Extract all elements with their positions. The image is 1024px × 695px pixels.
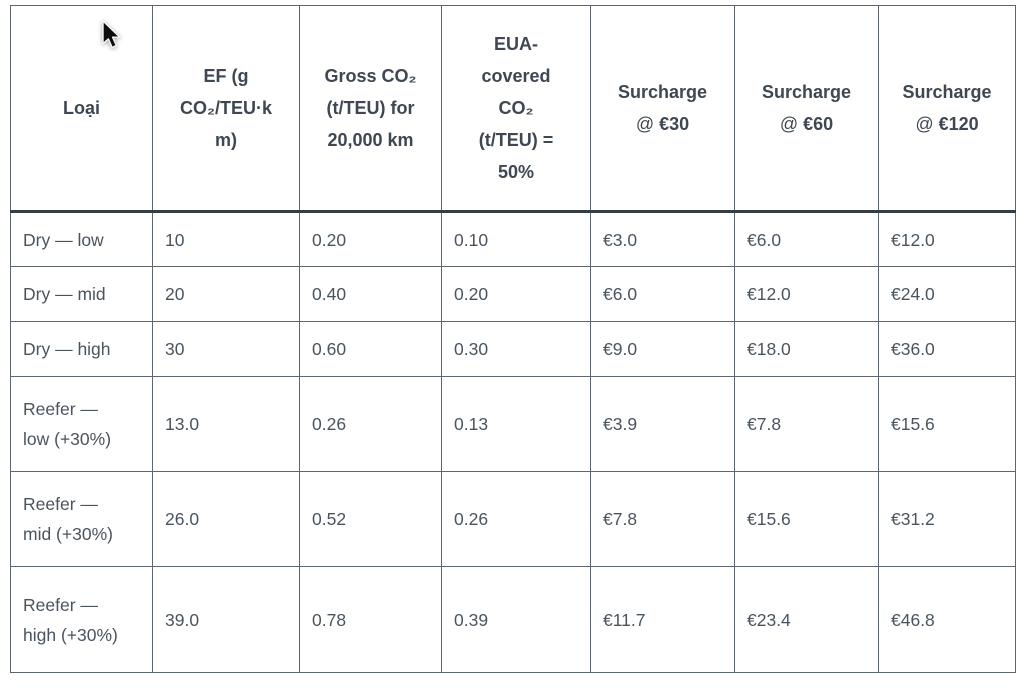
cell-surcharge-60: €18.0 xyxy=(734,321,879,377)
cell-eua-covered: 0.39 xyxy=(441,566,591,673)
column-header-eua-covered: EUA- covered CO₂ (t/TEU) = 50% xyxy=(441,5,591,213)
cell-gross-co2: 0.40 xyxy=(299,266,442,322)
cell-ef: 26.0 xyxy=(152,471,300,567)
at-symbol: @ xyxy=(915,114,934,134)
cell-eua-covered: 0.13 xyxy=(441,376,591,472)
cell-gross-co2: 0.26 xyxy=(299,376,442,472)
table-row-dry-low: Dry — low 10 0.20 0.10 €3.0 €6.0 €12.0 xyxy=(10,211,1016,267)
cell-surcharge-60: €15.6 xyxy=(734,471,879,567)
at-symbol: @ xyxy=(635,114,655,134)
cell-ef: 39.0 xyxy=(152,566,300,673)
row-label-cell: Reefer — mid (+30%) xyxy=(10,471,153,567)
cell-surcharge-120: €15.6 xyxy=(878,376,1016,472)
surcharge-60-amount: €60 xyxy=(803,114,834,134)
cell-ef: 10 xyxy=(152,211,300,267)
cell-surcharge-120: €12.0 xyxy=(878,211,1016,267)
table-row-reefer-low: Reefer — low (+30%) 13.0 0.26 0.13 €3.9 … xyxy=(10,376,1016,472)
cell-surcharge-60: €6.0 xyxy=(734,211,879,267)
row-label: Dry — mid xyxy=(23,284,106,304)
cell-surcharge-120: €31.2 xyxy=(878,471,1016,567)
cell-gross-co2: 0.20 xyxy=(299,211,442,267)
cell-surcharge-30: €3.9 xyxy=(590,376,735,472)
cell-surcharge-60: €23.4 xyxy=(734,566,879,673)
column-header-gross-co2: Gross CO₂ (t/TEU) for 20,000 km xyxy=(299,5,442,213)
table-row-dry-mid: Dry — mid 20 0.40 0.20 €6.0 €12.0 €24.0 xyxy=(10,266,1016,322)
row-label: Reefer — low (+30%) xyxy=(23,399,112,449)
cell-eua-covered: 0.30 xyxy=(441,321,591,377)
table-row-reefer-mid: Reefer — mid (+30%) 26.0 0.52 0.26 €7.8 … xyxy=(10,471,1016,567)
column-header-gross-co2-label: Gross CO₂ (t/TEU) for 20,000 km xyxy=(324,66,417,150)
row-label-cell: Dry — low xyxy=(10,211,153,267)
row-label-cell: Reefer — low (+30%) xyxy=(10,376,153,472)
cell-gross-co2: 0.52 xyxy=(299,471,442,567)
surcharge-30-amount: €30 xyxy=(659,114,690,134)
surcharge-120-line1: Surcharge xyxy=(902,82,992,102)
at-symbol: @ xyxy=(779,114,799,134)
cell-surcharge-30: €7.8 xyxy=(590,471,735,567)
cell-surcharge-120: €24.0 xyxy=(878,266,1016,322)
cell-surcharge-30: €6.0 xyxy=(590,266,735,322)
cell-ef: 30 xyxy=(152,321,300,377)
cell-eua-covered: 0.10 xyxy=(441,211,591,267)
row-label-cell: Reefer — high (+30%) xyxy=(10,566,153,673)
column-header-ef: EF (g CO₂/TEU·k m) xyxy=(152,5,300,213)
cell-surcharge-60: €7.8 xyxy=(734,376,879,472)
column-header-eua-covered-label: EUA- covered CO₂ (t/TEU) = 50% xyxy=(478,34,554,182)
column-header-type: Loại xyxy=(10,5,153,213)
cell-surcharge-30: €9.0 xyxy=(590,321,735,377)
row-label: Reefer — mid (+30%) xyxy=(23,494,113,544)
column-header-type-label: Loại xyxy=(62,98,100,118)
surcharge-120-amount: €120 xyxy=(938,114,979,134)
cell-ef: 13.0 xyxy=(152,376,300,472)
cell-eua-covered: 0.20 xyxy=(441,266,591,322)
cell-surcharge-120: €46.8 xyxy=(878,566,1016,673)
column-header-surcharge-30: Surcharge @ €30 xyxy=(590,5,735,213)
cell-eua-covered: 0.26 xyxy=(441,471,591,567)
row-label: Reefer — high (+30%) xyxy=(23,594,118,645)
column-header-surcharge-60: Surcharge @ €60 xyxy=(734,5,879,213)
cell-surcharge-60: €12.0 xyxy=(734,266,879,322)
column-header-surcharge-120: Surcharge @ €120 xyxy=(878,5,1016,213)
row-label-cell: Dry — high xyxy=(10,321,153,377)
row-label: Dry — low xyxy=(23,229,104,250)
cell-surcharge-120: €36.0 xyxy=(878,321,1016,377)
surcharge-60-line1: Surcharge xyxy=(761,82,852,102)
surcharge-30-line1: Surcharge xyxy=(617,82,708,102)
surcharge-table: Loại EF (g CO₂/TEU·k m) Gross CO₂ (t/TEU… xyxy=(10,5,1016,673)
surcharge-60-line2: @ €60 xyxy=(741,108,872,140)
cell-gross-co2: 0.78 xyxy=(299,566,442,673)
cell-gross-co2: 0.60 xyxy=(299,321,442,377)
table-row-reefer-high: Reefer — high (+30%) 39.0 0.78 0.39 €11.… xyxy=(10,566,1016,673)
surcharge-30-line2: @ €30 xyxy=(597,108,728,140)
column-header-ef-label: EF (g CO₂/TEU·k m) xyxy=(179,66,272,150)
row-label-cell: Dry — mid xyxy=(10,266,153,322)
cell-surcharge-30: €11.7 xyxy=(590,566,735,673)
header-row: Loại EF (g CO₂/TEU·k m) Gross CO₂ (t/TEU… xyxy=(10,5,1016,213)
surcharge-120-line2: @ €120 xyxy=(885,108,1009,140)
table-row-dry-high: Dry — high 30 0.60 0.30 €9.0 €18.0 €36.0 xyxy=(10,321,1016,377)
cell-surcharge-30: €3.0 xyxy=(590,211,735,267)
cell-ef: 20 xyxy=(152,266,300,322)
row-label: Dry — high xyxy=(23,339,111,359)
